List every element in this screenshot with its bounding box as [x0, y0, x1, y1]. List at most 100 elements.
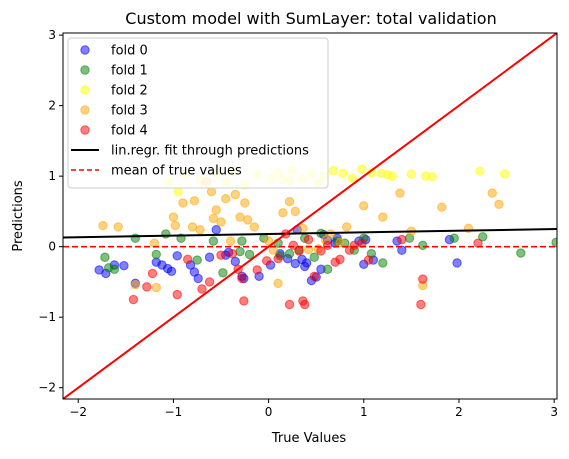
y-tick-label: 1: [48, 169, 56, 183]
data-point-fold-1: [100, 252, 110, 262]
x-tick-label: −1: [165, 405, 183, 419]
data-point-fold-1: [551, 237, 557, 248]
data-point-fold-4: [335, 254, 345, 265]
data-point-fold-2: [328, 165, 339, 176]
data-point-fold-1: [309, 252, 319, 262]
data-point-fold-3: [206, 186, 217, 197]
data-point-fold-4: [216, 250, 226, 260]
data-point-fold-3: [395, 188, 405, 198]
data-point-fold-2: [475, 166, 485, 176]
data-point-fold-1: [418, 240, 428, 250]
data-point-fold-2: [387, 171, 398, 181]
data-point-fold-1: [151, 249, 161, 260]
data-point-fold-3: [130, 280, 141, 290]
data-point-fold-4: [273, 253, 283, 264]
y-tick-label: 3: [48, 28, 56, 42]
chart-title: Custom model with SumLayer: total valida…: [125, 9, 496, 28]
data-point-fold-3: [221, 194, 231, 204]
data-point-fold-0: [166, 266, 177, 277]
data-point-fold-2: [499, 169, 510, 179]
data-point-fold-4: [147, 268, 158, 279]
data-point-fold-4: [322, 240, 333, 250]
data-point-fold-3: [273, 278, 283, 289]
data-point-fold-1: [478, 232, 488, 242]
data-point-fold-4: [418, 274, 428, 284]
regression-line: [63, 228, 557, 239]
data-point-fold-3: [230, 189, 240, 200]
data-point-fold-1: [237, 236, 247, 246]
data-point-fold-3: [359, 201, 369, 211]
legend-label-fold-4: fold 4: [111, 124, 148, 139]
data-point-fold-3: [378, 212, 388, 222]
legend: fold 0 fold 1 fold 2 fold 3 fold 4 lin.regr. …: [67, 37, 329, 189]
data-point-fold-1: [192, 255, 202, 265]
y-tick-label: −2: [38, 381, 56, 395]
data-point-fold-4: [128, 294, 139, 305]
identity-line: [63, 33, 557, 399]
plot-frame: [62, 32, 558, 400]
data-point-fold-4: [237, 273, 247, 284]
data-point-fold-3: [240, 198, 250, 208]
data-point-fold-1: [322, 264, 333, 274]
data-point-fold-1: [244, 249, 255, 260]
y-tick-label: 2: [48, 99, 56, 113]
legend-marker-fold-0: [80, 45, 90, 55]
data-point-fold-4: [239, 296, 249, 306]
data-point-fold-2: [357, 164, 367, 174]
data-point-fold-3: [335, 237, 345, 248]
data-point-fold-3: [178, 198, 188, 208]
data-point-fold-1: [235, 246, 245, 257]
data-point-fold-0: [119, 261, 129, 271]
data-point-fold-3: [211, 205, 221, 215]
data-point-fold-3: [341, 222, 352, 232]
legend-label-fold-2: fold 2: [111, 84, 148, 99]
data-point-fold-4: [309, 271, 319, 281]
data-point-fold-4: [303, 234, 314, 245]
data-point-fold-3: [216, 217, 226, 227]
data-point-fold-0: [204, 252, 215, 262]
data-point-fold-3: [208, 213, 219, 224]
y-axis-label: Predictions: [11, 180, 26, 252]
y-tick-label: 0: [48, 240, 56, 254]
data-point-fold-1: [218, 268, 228, 278]
data-point-fold-3: [494, 199, 504, 210]
data-point-fold-3: [437, 202, 447, 212]
data-point-fold-3: [249, 222, 260, 232]
data-point-fold-3: [195, 225, 205, 235]
data-point-fold-3: [170, 220, 181, 231]
data-point-fold-0: [452, 258, 462, 268]
data-point-fold-4: [261, 256, 272, 266]
data-point-fold-4: [294, 246, 304, 256]
data-point-fold-4: [363, 255, 374, 265]
data-point-fold-1: [161, 229, 171, 239]
data-point-fold-1: [284, 249, 295, 259]
data-point-fold-4: [204, 277, 215, 287]
data-point-fold-1: [516, 248, 526, 258]
data-point-fold-1: [449, 233, 459, 243]
x-tick-label: 2: [455, 405, 463, 419]
x-tick-label: −2: [69, 405, 87, 419]
x-tick-label: 1: [360, 405, 368, 419]
data-point-fold-0: [230, 256, 240, 267]
data-point-fold-0: [172, 251, 182, 261]
data-point-fold-4: [397, 234, 407, 245]
data-point-fold-2: [347, 173, 358, 183]
data-point-fold-3: [242, 215, 253, 225]
data-point-fold-3: [487, 188, 497, 198]
data-point-fold-3: [113, 222, 123, 232]
legend-label-fold-1: fold 1: [111, 64, 148, 79]
data-point-fold-2: [406, 169, 417, 179]
data-point-fold-0: [290, 258, 300, 269]
data-point-fold-3: [168, 212, 179, 222]
data-point-fold-2: [173, 186, 183, 197]
data-point-fold-0: [211, 225, 221, 235]
x-tick-label: 3: [550, 405, 558, 419]
data-point-fold-4: [416, 299, 426, 310]
data-point-fold-4: [284, 299, 295, 310]
data-point-fold-4: [197, 284, 207, 294]
data-point-fold-3: [284, 196, 295, 207]
data-point-fold-3: [189, 196, 200, 206]
legend-label-regression: lin.regr. fit through predictions: [111, 144, 309, 159]
data-point-fold-3: [263, 236, 274, 246]
